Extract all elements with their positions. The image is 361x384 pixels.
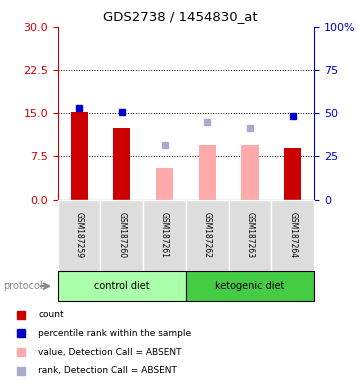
Bar (58, 200, 100, 271)
Text: control diet: control diet (94, 281, 150, 291)
Text: GSM187263: GSM187263 (245, 212, 255, 258)
Bar (284, 148, 301, 200)
Text: count: count (38, 310, 64, 319)
Text: GSM187264: GSM187264 (288, 212, 297, 258)
Text: value, Detection Call = ABSENT: value, Detection Call = ABSENT (38, 348, 182, 357)
Text: ketogenic diet: ketogenic diet (215, 281, 285, 291)
Text: GSM187259: GSM187259 (75, 212, 84, 258)
Text: GSM187262: GSM187262 (203, 212, 212, 258)
Bar (186, 271, 314, 301)
Bar (199, 145, 216, 200)
Text: rank, Detection Call = ABSENT: rank, Detection Call = ABSENT (38, 366, 177, 375)
Bar (271, 200, 314, 271)
Text: GDS2738 / 1454830_at: GDS2738 / 1454830_at (103, 10, 258, 23)
Bar (242, 145, 258, 200)
Text: GSM187260: GSM187260 (117, 212, 126, 258)
Bar (229, 200, 271, 271)
Bar (58, 271, 186, 301)
Bar (143, 200, 186, 271)
Text: GSM187261: GSM187261 (160, 212, 169, 258)
Text: protocol: protocol (4, 281, 43, 291)
Text: percentile rank within the sample: percentile rank within the sample (38, 329, 192, 338)
Bar (186, 200, 229, 271)
Bar (71, 112, 88, 200)
Bar (113, 127, 130, 200)
Bar (100, 200, 143, 271)
Bar (156, 168, 173, 200)
